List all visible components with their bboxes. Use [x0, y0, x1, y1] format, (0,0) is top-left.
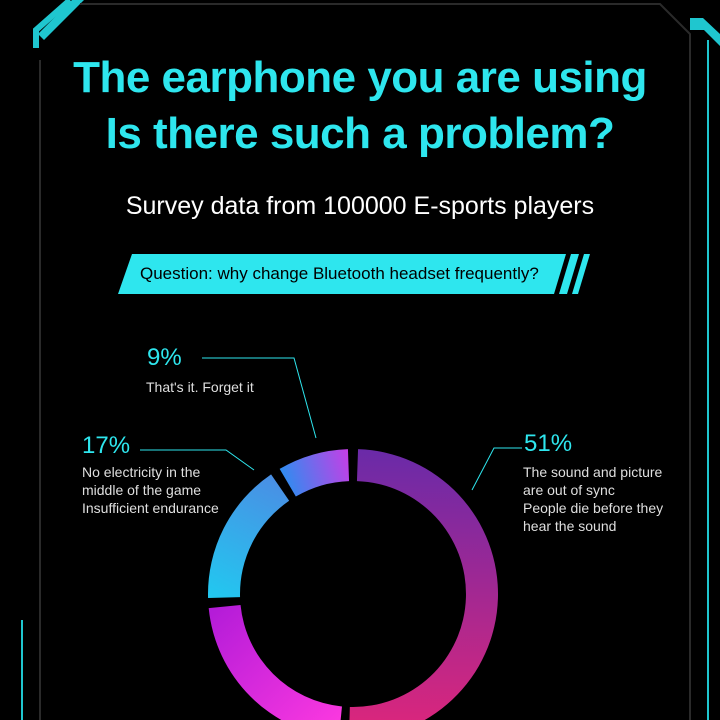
label-pct-17: 17%	[82, 432, 131, 459]
frame-top-line	[33, 0, 72, 48]
leader-line-9	[202, 357, 317, 439]
donut-slice-0	[349, 449, 498, 720]
question-text: Question: why change Bluetooth headset f…	[140, 264, 539, 283]
frame-top-right-accent	[690, 18, 720, 46]
frame-top-left-accent	[38, 0, 84, 40]
question-banner-shape	[118, 254, 590, 294]
title-line-2: Is there such a problem?	[105, 109, 615, 158]
label-pct-9: 9%	[147, 344, 182, 371]
donut-slice-3	[279, 449, 350, 497]
page-title: The earphone you are using Is there such…	[0, 50, 720, 162]
leader-line-51	[471, 447, 522, 491]
subtitle: Survey data from 100000 E-sports players	[125, 192, 595, 220]
frame-top-right-line	[80, 3, 691, 720]
leader-line-17	[140, 449, 255, 471]
title-line-1: The earphone you are using	[73, 53, 647, 102]
label-pct-51: 51%	[524, 430, 573, 457]
label-desc-17: No electricity in the middle of the game…	[82, 464, 219, 516]
question-banner: Question: why change Bluetooth headset f…	[118, 254, 590, 294]
donut-slice-2	[208, 474, 290, 599]
donut-slice-1	[208, 605, 342, 720]
label-desc-9: That's it. Forget it	[146, 379, 254, 395]
label-desc-51: The sound and picture are out of sync Pe…	[523, 464, 664, 534]
